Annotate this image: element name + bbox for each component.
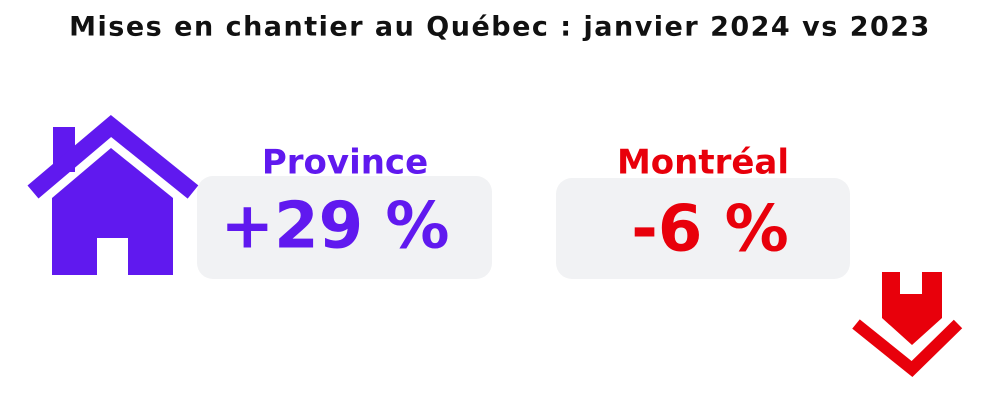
roof (27, 114, 199, 199)
panel-label: Montréal (617, 143, 789, 183)
panel-box (197, 176, 492, 279)
house-body (52, 148, 173, 275)
roof-chevron (852, 319, 963, 378)
down-house-icon (852, 272, 963, 378)
door (900, 272, 922, 294)
panel-box (556, 178, 850, 279)
panel-label: Province (262, 143, 428, 183)
house-icon (27, 114, 199, 275)
panel-value: +29 % (220, 190, 449, 264)
door (97, 238, 128, 275)
panel-value: -6 % (631, 193, 789, 267)
house-body (882, 272, 942, 345)
title: Mises en chantier au Québec : janvier 20… (69, 12, 931, 43)
